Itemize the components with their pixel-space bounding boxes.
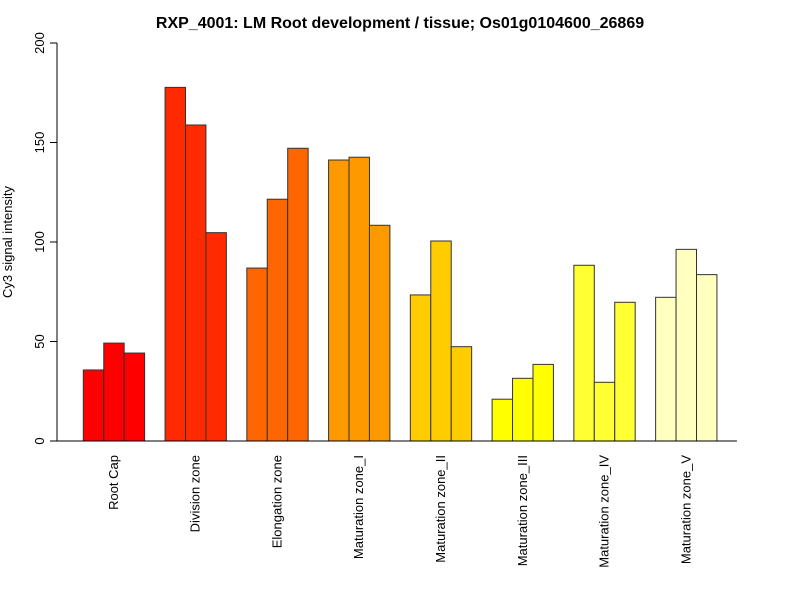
x-category-label: Maturation zone_IV (597, 455, 612, 568)
y-tick-label: 150 (32, 132, 47, 154)
y-axis-label: Cy3 signal intensity (0, 186, 15, 298)
y-tick-label: 100 (32, 231, 47, 253)
bar (614, 301, 636, 442)
x-category-label: Root Cap (106, 455, 121, 510)
bar (430, 240, 452, 442)
bar (185, 124, 207, 442)
x-category-label: Maturation zone_III (515, 455, 530, 566)
bar (696, 274, 718, 442)
bar (123, 352, 146, 442)
bar (82, 369, 105, 442)
bar (512, 377, 534, 442)
bar (103, 342, 125, 442)
x-category-label: Maturation zone_V (678, 455, 693, 564)
bar (205, 232, 227, 442)
bar (409, 294, 432, 442)
bar (328, 159, 350, 442)
bar (573, 264, 595, 442)
x-category-label: Maturation zone_II (433, 455, 448, 563)
bar (266, 198, 289, 442)
y-tick-label: 200 (32, 32, 47, 54)
bar (348, 156, 370, 442)
bar (450, 346, 473, 442)
bar (368, 224, 391, 442)
x-category-label: Division zone (188, 455, 203, 532)
x-axis: Root Cap Division zone Elongation zone Matu… (50, 440, 737, 568)
chart-title: RXP_4001: LM Root development / tissue; … (156, 15, 644, 32)
bar (675, 248, 697, 442)
bar (532, 363, 554, 442)
bar (164, 86, 186, 442)
y-tick-label: 0 (32, 437, 47, 444)
bars-layer (82, 86, 718, 442)
y-tick-label: 50 (32, 334, 47, 348)
x-category-label: Elongation zone (269, 455, 284, 548)
bar (491, 398, 514, 442)
bar (593, 381, 616, 442)
y-axis: 0 50 100 150 200 (32, 32, 58, 445)
bar (655, 296, 677, 442)
bar (246, 267, 268, 442)
bar (287, 147, 309, 442)
x-category-label: Maturation zone_I (351, 455, 366, 559)
